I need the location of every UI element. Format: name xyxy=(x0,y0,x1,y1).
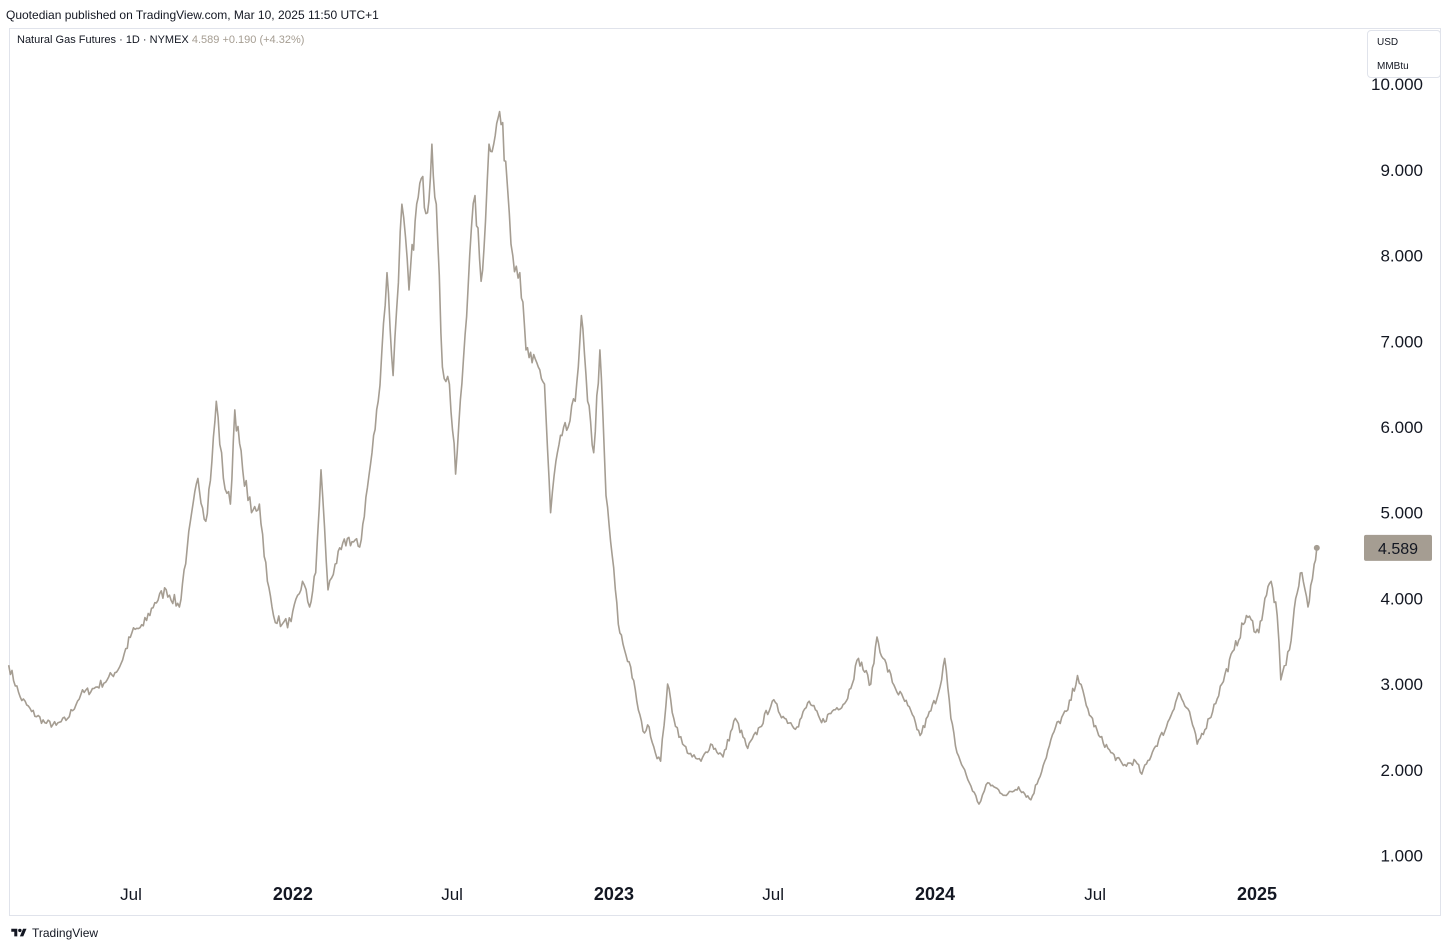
x-tick-label: 2022 xyxy=(273,884,313,904)
last-price-tag-bg xyxy=(1364,534,1432,561)
price-axis[interactable]: 1.000 2.000 3.000 4.000 5.000 6.000 7.000 8.000… xyxy=(1371,75,1423,865)
tradingview-logo-icon xyxy=(11,928,27,937)
y-tick-label: 5.000 xyxy=(1380,504,1423,523)
symbol-legend: Natural Gas Futures · 1D · NYMEX 4.589 +… xyxy=(17,34,304,46)
x-tick-label: Jul xyxy=(762,885,784,904)
y-tick-label: 4.000 xyxy=(1380,589,1423,608)
y-tick-label: 10.000 xyxy=(1371,75,1423,94)
x-tick-label: 2023 xyxy=(594,884,634,904)
legend-change: +0.190 (+4.32%) xyxy=(222,34,305,46)
y-tick-label: 3.000 xyxy=(1380,675,1423,694)
series-line xyxy=(7,110,1318,805)
y-tick-label: 8.000 xyxy=(1380,247,1423,266)
x-tick-label: 2025 xyxy=(1237,884,1277,904)
x-tick-label: 2024 xyxy=(915,884,955,904)
y-tick-label: 2.000 xyxy=(1380,761,1423,780)
last-price-tag-label: 4.589 xyxy=(1378,541,1418,558)
x-tick-label: Jul xyxy=(1084,885,1106,904)
x-tick-label: Jul xyxy=(120,885,142,904)
time-axis[interactable]: Jul 2022 Jul 2023 Jul 2024 Jul 2025 xyxy=(120,884,1277,904)
y-tick-label: 9.000 xyxy=(1380,161,1423,180)
legend-last-price: 4.589 xyxy=(191,34,220,46)
chart-frame xyxy=(9,28,1441,916)
x-tick-label: Jul xyxy=(441,885,463,904)
y-tick-label: 6.000 xyxy=(1380,418,1423,437)
last-price-tag: 4.589 xyxy=(1364,534,1432,561)
currency-unit-selector[interactable]: USD MMBtu xyxy=(1367,30,1441,78)
currency-label[interactable]: USD xyxy=(1377,37,1399,48)
brand-footer[interactable]: TradingView xyxy=(10,926,98,940)
publisher-caption: Quotedian published on TradingView.com, … xyxy=(6,8,379,22)
y-tick-label: 7.000 xyxy=(1380,332,1423,351)
symbol-title: Natural Gas Futures · 1D · NYMEX xyxy=(17,34,189,46)
last-price-dot xyxy=(1313,544,1320,551)
unit-label[interactable]: MMBtu xyxy=(1377,61,1409,72)
y-tick-label: 1.000 xyxy=(1380,847,1423,866)
brand-name: TradingView xyxy=(32,926,99,940)
